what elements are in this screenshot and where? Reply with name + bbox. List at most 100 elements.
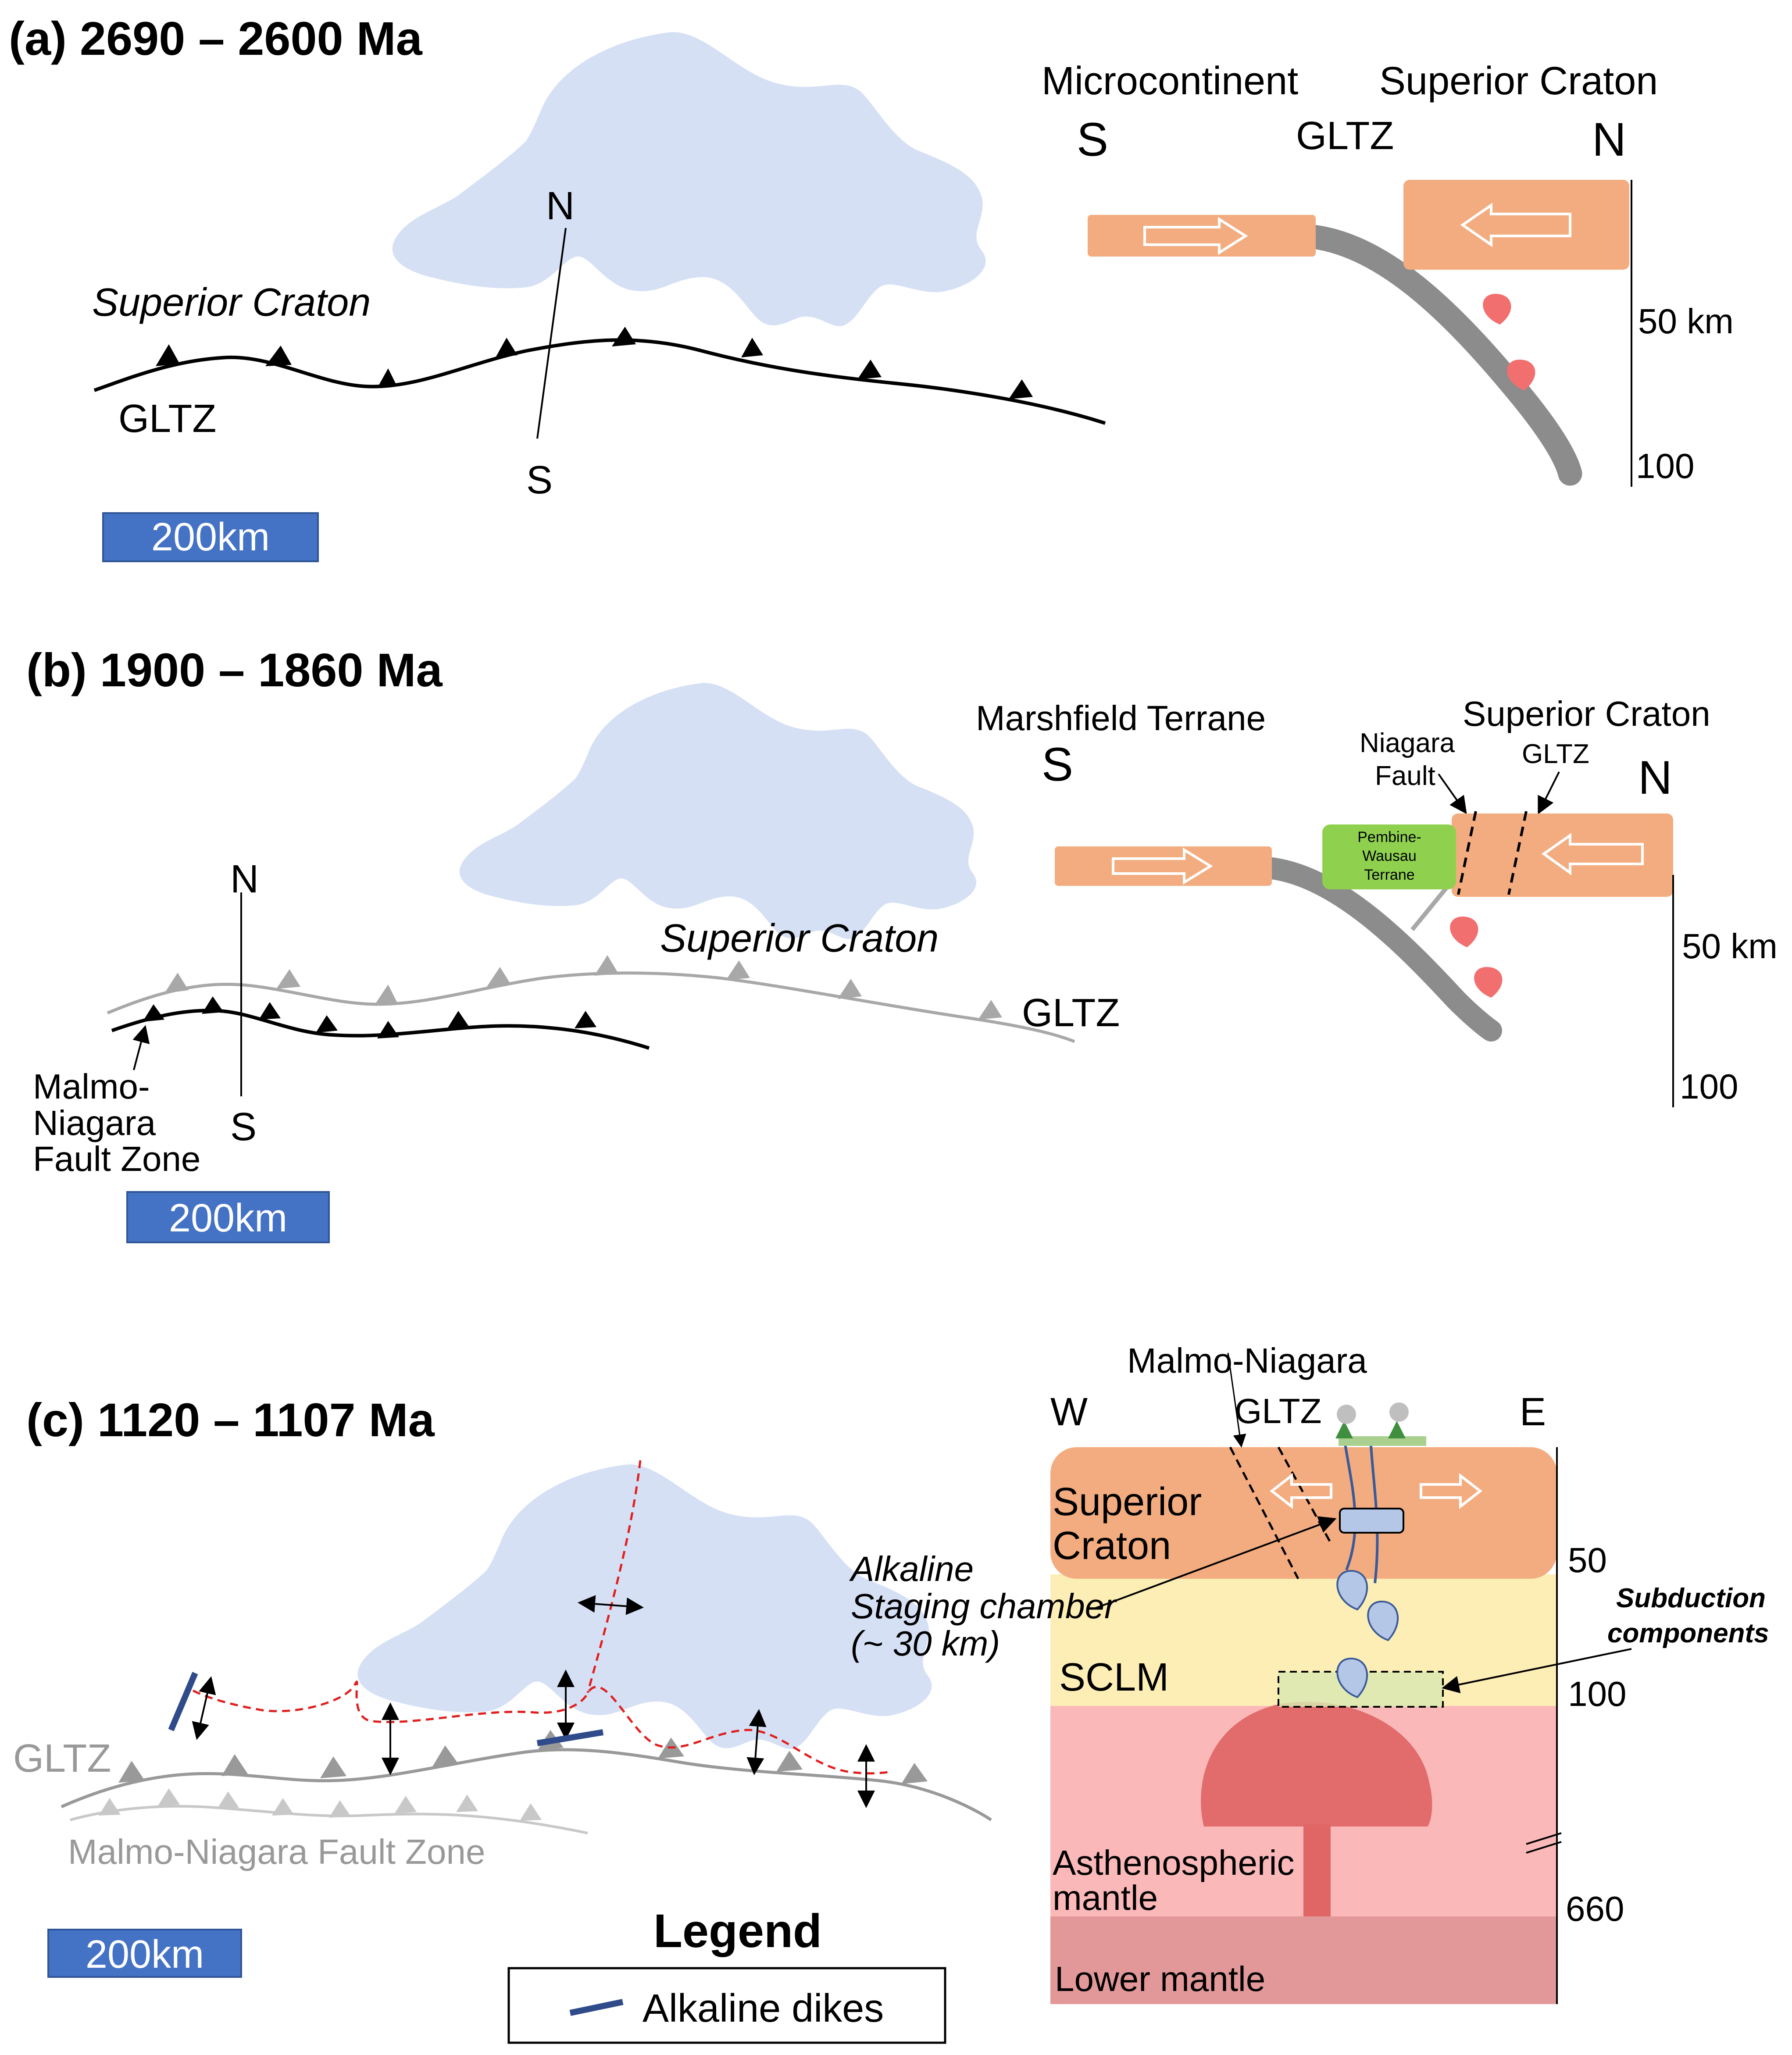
- map-a-gltz-label: GLTZ: [118, 397, 216, 441]
- scale-bar-a: 200km: [102, 512, 319, 562]
- arrow-right-b: [1112, 847, 1213, 885]
- scale-bar-c: 200km: [47, 1929, 242, 1978]
- depth-a-50: 50 km: [1638, 302, 1734, 341]
- volcano-2: [1388, 1421, 1406, 1438]
- map-b-fault-zone-1: Malmo-: [33, 1067, 150, 1106]
- arrow-left-c: [1270, 1473, 1332, 1509]
- section-c-craton-2: Craton: [1053, 1524, 1171, 1568]
- section-c-astheno-2: mantle: [1053, 1878, 1158, 1917]
- plume-tail: [1303, 1824, 1331, 1916]
- section-a-gltz: GLTZ: [1296, 114, 1394, 158]
- lake-superior-shape-b: [459, 683, 977, 939]
- arrow-right-a: [1143, 217, 1248, 255]
- scale-bar-b-label: 200km: [169, 1196, 287, 1240]
- map-b-fault-zone-2: Niagara: [33, 1103, 156, 1142]
- map-b-south: S: [230, 1105, 257, 1149]
- panel-b: (b) 1900 – 1860 Ma: [26, 643, 1778, 1243]
- section-c-sclm: SCLM: [1059, 1655, 1169, 1699]
- subducting-slab-a: [1301, 225, 1582, 486]
- malmo-teeth-b: [143, 996, 596, 1038]
- panel-b-title: (b) 1900 – 1860 Ma: [26, 643, 443, 696]
- panel-c-map: GLTZ Malmo-Niagara Fault Zone 200km: [13, 1460, 992, 1978]
- section-c-gltz: GLTZ: [1235, 1391, 1322, 1431]
- map-b-north: N: [230, 857, 259, 901]
- legend-title: Legend: [653, 1904, 822, 1957]
- map-a-south: S: [526, 458, 553, 502]
- map-c-fault-zone-label: Malmo-Niagara Fault Zone: [68, 1832, 485, 1871]
- scale-bar-b: 200km: [126, 1191, 330, 1243]
- section-b-fault-1b: Fault: [1375, 761, 1435, 791]
- panel-b-section: Marshfield Terrane Superior Craton S N N…: [976, 694, 1778, 1107]
- scale-bar-a-label: 200km: [151, 515, 270, 559]
- axis-break-1: [1526, 1832, 1562, 1845]
- section-c-chamber-2: Staging chamber: [851, 1587, 1117, 1626]
- malmo-teeth-c: [99, 1788, 542, 1821]
- section-b-marshfield: Marshfield Terrane: [976, 699, 1266, 738]
- section-c-lower-mantle: Lower mantle: [1055, 1959, 1265, 1998]
- map-b-craton-label: Superior Craton: [660, 917, 939, 960]
- fault-zone-pointer-b: [132, 1025, 150, 1070]
- lower-mantle-layer: [1050, 1916, 1557, 2004]
- niagara-fault-trace: [1457, 811, 1477, 895]
- thrust-teeth: [156, 327, 1033, 399]
- section-a-superior-craton: Superior Craton: [1379, 59, 1658, 103]
- rift-axis-branch: [586, 1460, 642, 1693]
- legend-box: [507, 1967, 946, 2044]
- panel-c: (c) 1120 – 1107 Ma: [13, 1341, 1769, 2044]
- lake-superior-shape-c: [357, 1464, 932, 1749]
- panel-b-map: N S Superior Craton GLTZ Malmo- Niagara …: [33, 683, 1120, 1243]
- section-c-malmo-niagara: Malmo-Niagara: [1127, 1341, 1367, 1380]
- malmo-niagara-line-c: [70, 1805, 588, 1834]
- terrane-label-1: Pembine-: [1357, 829, 1421, 846]
- conduit-2: [1369, 1438, 1379, 1584]
- magma-drop-3: [1336, 1657, 1368, 1698]
- panel-a: (a) 2690 – 2600 Ma N S Superior Craton G…: [9, 12, 1734, 562]
- section-c-subduction-1: Subduction: [1616, 1583, 1766, 1613]
- chamber-pointer: [1094, 1516, 1337, 1609]
- section-a-north: N: [1592, 113, 1626, 166]
- section-c-subduction-2: components: [1607, 1618, 1769, 1648]
- superior-craton-block-b: [1452, 813, 1673, 897]
- section-b-gltz: GLTZ: [1522, 739, 1589, 769]
- axis-break-2: [1526, 1841, 1562, 1854]
- arrow-right-c: [1420, 1473, 1482, 1509]
- melt-drop-a1: [1483, 294, 1511, 325]
- section-b-superior-craton: Superior Craton: [1463, 694, 1710, 733]
- panel-a-section: Microcontinent Superior Craton S GLTZ N …: [1042, 59, 1734, 487]
- volcano-1: [1335, 1421, 1353, 1438]
- panel-c-title: (c) 1120 – 1107 Ma: [26, 1393, 435, 1446]
- scale-bar-c-label: 200km: [86, 1933, 204, 1977]
- terrane-label-2: Wausau: [1362, 848, 1416, 864]
- arrow-left-b: [1541, 833, 1644, 875]
- malmo-niagara-line-b: [111, 1009, 650, 1050]
- section-line-a: [536, 228, 567, 439]
- subducting-slab-b: [1261, 857, 1502, 1042]
- gltz-trace-b: [1507, 811, 1528, 895]
- depth-c-660: 660: [1566, 1889, 1624, 1928]
- fault-pointer-b1: [1438, 773, 1467, 814]
- map-a-craton-label: Superior Craton: [92, 281, 371, 325]
- gltz-teeth-b: [164, 955, 1002, 1020]
- melt-drop-b2: [1474, 967, 1503, 998]
- malmo-pointer: [1227, 1352, 1246, 1448]
- section-b-south: S: [1042, 738, 1073, 791]
- pembine-wausau-terrane: [1322, 824, 1456, 889]
- section-c-east: E: [1520, 1390, 1546, 1434]
- depth-a-100: 100: [1636, 446, 1694, 485]
- ash-cloud-2: [1389, 1402, 1409, 1422]
- plume-head: [1201, 1702, 1432, 1827]
- subduction-pointer: [1442, 1648, 1632, 1694]
- section-c-chamber-3: (~ 30 km): [851, 1624, 1000, 1663]
- lake-superior-shape: [392, 32, 986, 326]
- depth-c-50: 50: [1568, 1541, 1607, 1580]
- fault-pointer-b2: [1538, 771, 1560, 815]
- gltz-suture-line: [93, 338, 1106, 425]
- section-c-west: W: [1050, 1390, 1088, 1434]
- section-c-craton-1: Superior: [1053, 1480, 1202, 1524]
- gltz-line-b: [107, 971, 1075, 1043]
- ash-cloud-1: [1337, 1405, 1356, 1424]
- legend-dike-swatch: [569, 1999, 624, 2016]
- extension-arrows: [192, 1595, 875, 1808]
- map-a-north: N: [546, 184, 575, 228]
